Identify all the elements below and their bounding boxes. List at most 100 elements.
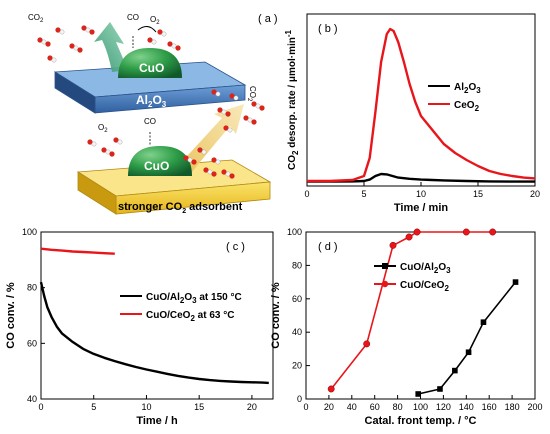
panel-label: ( c ) [226,241,245,253]
legend-label-part: 3 [192,296,197,305]
molecule-atom [113,137,119,143]
cuo-dome-top [118,48,182,78]
molecule-atom [211,157,217,163]
legend-label-part: CeO [454,100,475,111]
y-axis-label-part: desorp. rate / μmol·min [287,37,298,150]
data-point-square [415,391,422,397]
x-tick-label: 20 [530,189,540,199]
data-point-square [452,367,458,374]
y-axis-label-part: -1 [284,29,293,37]
x-tick-label: 0 [304,189,309,199]
series-line [418,281,517,395]
x-tick-label: 10 [416,189,426,199]
yellow-arrow-icon [178,104,244,172]
x-tick-label: 160 [482,402,497,412]
panel-c-chart: 0 5 10 15 20 40 60 80 100 Time / h CO conv. / % ( c… [5,227,274,427]
legend-label-part: CuO/Al [146,292,180,303]
molecule-atom [225,171,231,177]
plot-frame [40,231,274,400]
legend-label-part: 2 [180,296,185,305]
x-tick-label: 20 [247,402,257,412]
y-tick-label: 40 [292,327,302,337]
data-point-circle [363,340,371,348]
molecule-atom [215,159,221,165]
y-axis-label: CO conv. / % [5,282,17,349]
molecule-cluster [37,25,265,179]
series-line [330,231,493,390]
support-top-label: Al2O3 [136,93,167,109]
o2-label-top: O2 [150,15,160,26]
green-arrow-icon [94,22,128,72]
data-point-circle [489,228,497,236]
legend-label-part: O [468,82,476,93]
panel-label: ( b ) [318,23,338,35]
molecule-atom [59,29,65,35]
legend-label-part: 2 [444,284,449,293]
y-tick-label: 20 [292,361,302,371]
data-point-square [512,279,519,285]
x-tick-label: 80 [393,402,403,412]
data-point-square [437,386,443,392]
co-label-mid: CO [144,117,156,126]
legend-label: CuO/CeO2 at 63 °C [146,310,234,323]
cuo-dome-bottom [128,146,192,176]
legend-label-part: 3 [476,86,481,95]
molecule-atom [109,151,115,157]
molecule-atom [233,95,239,101]
co2-label-left: CO2 [28,13,44,24]
data-point-circle [405,233,413,241]
molecule-atom [81,25,87,31]
molecule-atom [105,149,111,155]
legend-marker [381,280,389,288]
molecule-atom [227,127,233,133]
molecule-atom [151,39,157,45]
molecule-atom [167,41,173,47]
data-point-square [465,349,472,356]
legend-label: Al2O3 [454,82,481,95]
legend-label: CeO2 [454,100,480,113]
legend-label-part: CuO/CeO [146,310,191,321]
legend-label-part: CuO/Al [400,262,434,273]
molecule-atom [229,93,235,99]
molecule-atom [203,167,209,173]
y-tick-label: 80 [27,283,37,293]
legend-marker [382,263,388,269]
molecule-atom [77,47,83,53]
data-point-circle [327,385,335,393]
legend-label-part: 2 [475,104,480,113]
molecule-atom [225,111,231,117]
y-axis-label-part: CO [287,155,298,170]
data-point-circle [389,241,397,249]
molecule-atom [73,45,79,51]
y-axis-label-part: 2 [291,150,300,155]
x-axis-label: Time / h [136,415,178,427]
y-axis-label: CO2 desorp. rate / μmol·min-1 [284,29,300,169]
x-axis-label: Catal. front temp. / °C [365,415,477,427]
molecule-atom [161,31,167,37]
legend-label-part: 2 [190,314,195,323]
molecule-atom [251,119,257,125]
al2o3-plate-side [54,71,96,114]
molecule-atom [211,89,217,95]
x-tick-label: 180 [505,402,520,412]
molecule-atom [251,101,257,107]
molecule-atom [175,45,181,51]
molecule-atom [45,41,51,47]
molecule-atom [197,147,203,153]
molecule-atom [201,149,207,155]
y-tick-label: 100 [287,227,302,237]
x-tick-label: 120 [436,402,451,412]
legend-label-part: at 150 °C [197,292,242,303]
legend-label-part: O [184,292,192,303]
data-point-square [480,319,487,325]
support-bottom-label: stronger CO2 adsorbent [118,201,243,215]
cuo-top-label: CuO [139,61,164,75]
series-line [39,281,269,385]
molecule-atom [55,27,61,33]
cuo-bottom-label: CuO [144,159,169,173]
molecule-atom [191,159,197,165]
legend-label-part: Al [454,82,464,93]
plot-frame [306,13,536,187]
x-tick-label: 0 [38,402,43,412]
molecule-atom [223,125,229,131]
